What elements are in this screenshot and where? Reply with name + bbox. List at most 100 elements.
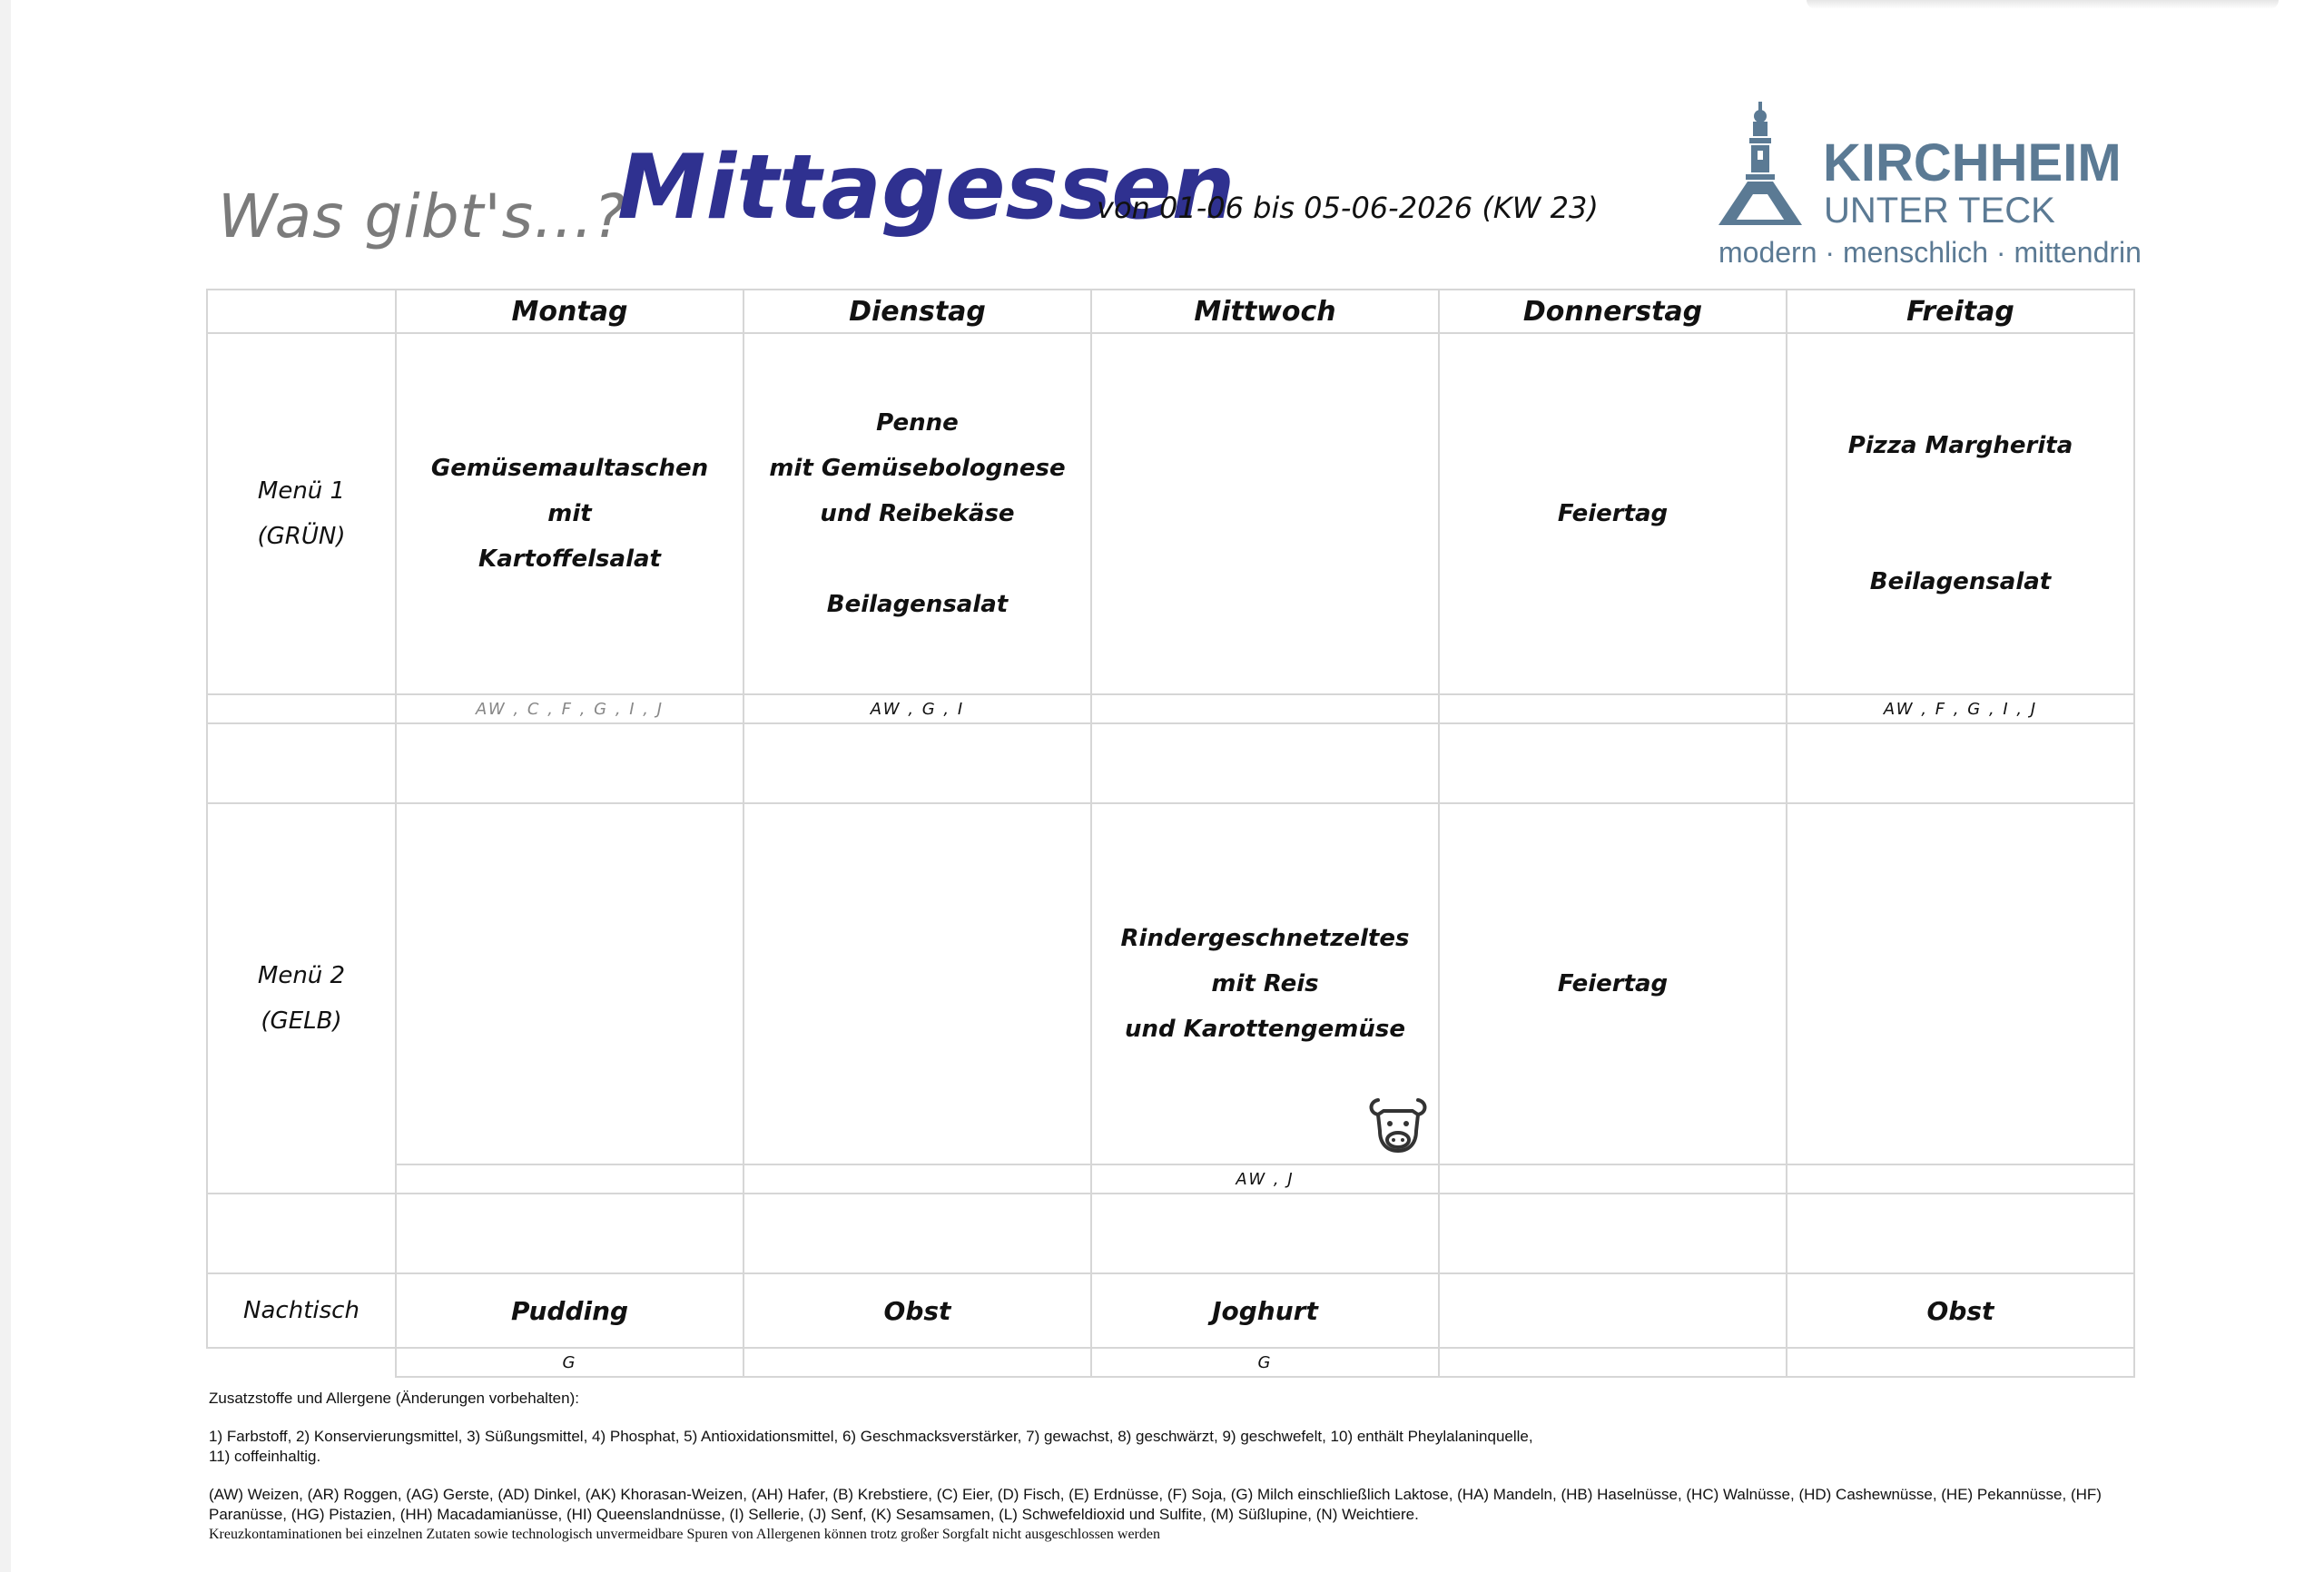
spacer-row — [206, 1193, 2135, 1274]
day-header-row: Montag Dienstag Mittwoch Donnerstag Frei… — [206, 289, 2135, 334]
meal-gap — [744, 536, 1090, 582]
menu-sublabel: (GRÜN) — [257, 523, 346, 550]
legend-allergens: (AW) Weizen, (AR) Roggen, (AG) Gerste, (… — [209, 1486, 2102, 1503]
allergen-cell — [1786, 1347, 2135, 1378]
legend-additives: 1) Farbstoff, 2) Konservierungsmittel, 3… — [209, 1428, 1533, 1445]
spacer-cell — [1090, 722, 1440, 804]
spacer-cell — [395, 1193, 744, 1274]
legend-disclaimer: Kreuzkontaminationen bei einzelnen Zutat… — [209, 1527, 1160, 1542]
logo-subname: UNTER TECK — [1824, 191, 2055, 231]
legend-gap — [209, 1409, 2142, 1427]
day-header: Donnerstag — [1438, 289, 1787, 334]
meal-cell — [395, 802, 744, 1165]
corner-cell — [206, 289, 397, 334]
church-tower-icon — [1718, 102, 1802, 225]
allergen-cell: AW , J — [1090, 1164, 1440, 1194]
spacer-cell — [395, 722, 744, 804]
meal-cell — [1786, 802, 2135, 1165]
meal-line: Feiertag — [1557, 500, 1669, 527]
day-header: Dienstag — [743, 289, 1092, 334]
meal-line: mit — [547, 500, 592, 527]
dessert-cell: Joghurt — [1090, 1272, 1440, 1349]
meal-cell: Feiertag — [1438, 802, 1787, 1165]
meal-cell: Pizza Margherita Beilagensalat — [1786, 332, 2135, 695]
allergen-cell: G — [395, 1347, 744, 1378]
allergen-cell — [1438, 1347, 1787, 1378]
menu1-row: Menü 1 (GRÜN) Gemüsemaultaschen mit Kart… — [206, 332, 2135, 695]
meal-line: Rindergeschnetzeltes — [1120, 925, 1410, 952]
menu-sublabel: (GELB) — [261, 1007, 342, 1035]
allergen-label-cell — [206, 693, 397, 724]
meal-line: und Karottengemüse — [1124, 1016, 1406, 1043]
allergen-cell: AW , C , F , G , I , J — [395, 693, 744, 724]
allergen-cell — [1786, 1164, 2135, 1194]
dessert-cell: Pudding — [395, 1272, 744, 1349]
page-edge — [0, 0, 11, 1572]
allergen-cell — [1438, 1164, 1787, 1194]
meal-gap — [1787, 468, 2133, 559]
logo-tagline: modern · menschlich · mittendrin — [1718, 236, 2142, 269]
menu1-allergen-row: AW , C , F , G , I , J AW , G , I AW , F… — [206, 693, 2135, 724]
menu1-label: Menü 1 (GRÜN) — [206, 332, 397, 695]
top-shadow — [1807, 0, 2279, 9]
meal-cell: Feiertag — [1438, 332, 1787, 695]
day-header: Mittwoch — [1090, 289, 1440, 334]
meal-line: mit Reis — [1211, 970, 1319, 997]
allergen-cell — [395, 1164, 744, 1194]
meal-line: Kartoffelsalat — [478, 545, 661, 573]
header-subtitle: Was gibt's...? — [218, 182, 626, 251]
spacer-cell — [206, 1193, 397, 1274]
kirchheim-logo: KIRCHHEIM UNTER TECK modern · menschlich… — [1711, 100, 2142, 272]
meal-cell: Penne mit Gemüsebolognese und Reibekäse … — [743, 332, 1092, 695]
spacer-cell — [206, 722, 397, 804]
meal-line: Beilagensalat — [1869, 568, 2052, 595]
meal-cell — [1090, 332, 1440, 695]
legend-heading: Zusatzstoffe und Allergene (Änderungen v… — [209, 1390, 579, 1407]
spacer-cell — [1438, 722, 1787, 804]
day-header: Freitag — [1786, 289, 2135, 334]
allergen-cell: AW , F , G , I , J — [1786, 693, 2135, 724]
meal-line: Penne — [876, 409, 959, 437]
dessert-label: Nachtisch — [206, 1272, 397, 1349]
spacer-cell — [1438, 1193, 1787, 1274]
spacer-cell — [1786, 722, 2135, 804]
legend-gap — [209, 1467, 2142, 1485]
legend-allergens: Paranüsse, (HG) Pistazien, (HH) Macadami… — [209, 1506, 1419, 1523]
meal-line: Feiertag — [1557, 970, 1669, 997]
dessert-cell — [1438, 1272, 1787, 1349]
menu2-row: Menü 2 (GELB) Rindergeschnetzeltes mit R… — [206, 802, 2135, 1194]
allergen-cell — [1438, 693, 1787, 724]
meal-line: Beilagensalat — [826, 591, 1009, 618]
logo-name: KIRCHHEIM — [1823, 133, 2122, 192]
allergen-label-cell — [207, 1347, 397, 1377]
day-header: Montag — [395, 289, 744, 334]
legend-additives: 11) coffeinhaltig. — [209, 1448, 321, 1465]
allergen-cell: G — [1090, 1347, 1440, 1378]
spacer-cell — [743, 1193, 1092, 1274]
allergen-cell — [1090, 693, 1440, 724]
dessert-row: Nachtisch Pudding Obst Joghurt Obst — [206, 1272, 2135, 1349]
meal-cell: Gemüsemaultaschen mit Kartoffelsalat — [395, 332, 744, 695]
dessert-cell: Obst — [1786, 1272, 2135, 1349]
spacer-cell — [1090, 1193, 1440, 1274]
meal-cell: Rindergeschnetzeltes mit Reis und Karott… — [1090, 802, 1440, 1165]
menu2-allergen-row: AW , J — [207, 1164, 2135, 1194]
allergen-cell: AW , G , I — [743, 693, 1092, 724]
cow-icon — [1369, 1098, 1427, 1153]
legend: Zusatzstoffe und Allergene (Änderungen v… — [209, 1389, 2142, 1545]
meal-line: Gemüsemaultaschen — [430, 455, 709, 482]
spacer-cell — [743, 722, 1092, 804]
date-range: von 01-06 bis 05-06-2026 (KW 23) — [1097, 191, 1599, 225]
meal-line: und Reibekäse — [820, 500, 1015, 527]
menu-label: Menü 2 — [257, 962, 346, 989]
menu-label: Menü 1 — [257, 477, 346, 505]
meal-cell — [743, 802, 1092, 1165]
menu-table: Montag Dienstag Mittwoch Donnerstag Frei… — [206, 289, 2135, 1378]
allergen-cell — [743, 1164, 1092, 1194]
spacer-row — [206, 722, 2135, 804]
menu2-label: Menü 2 (GELB) — [206, 802, 397, 1194]
allergen-cell — [743, 1347, 1092, 1378]
spacer-cell — [1786, 1193, 2135, 1274]
dessert-cell: Obst — [743, 1272, 1092, 1349]
meal-line: mit Gemüsebolognese — [769, 455, 1066, 482]
